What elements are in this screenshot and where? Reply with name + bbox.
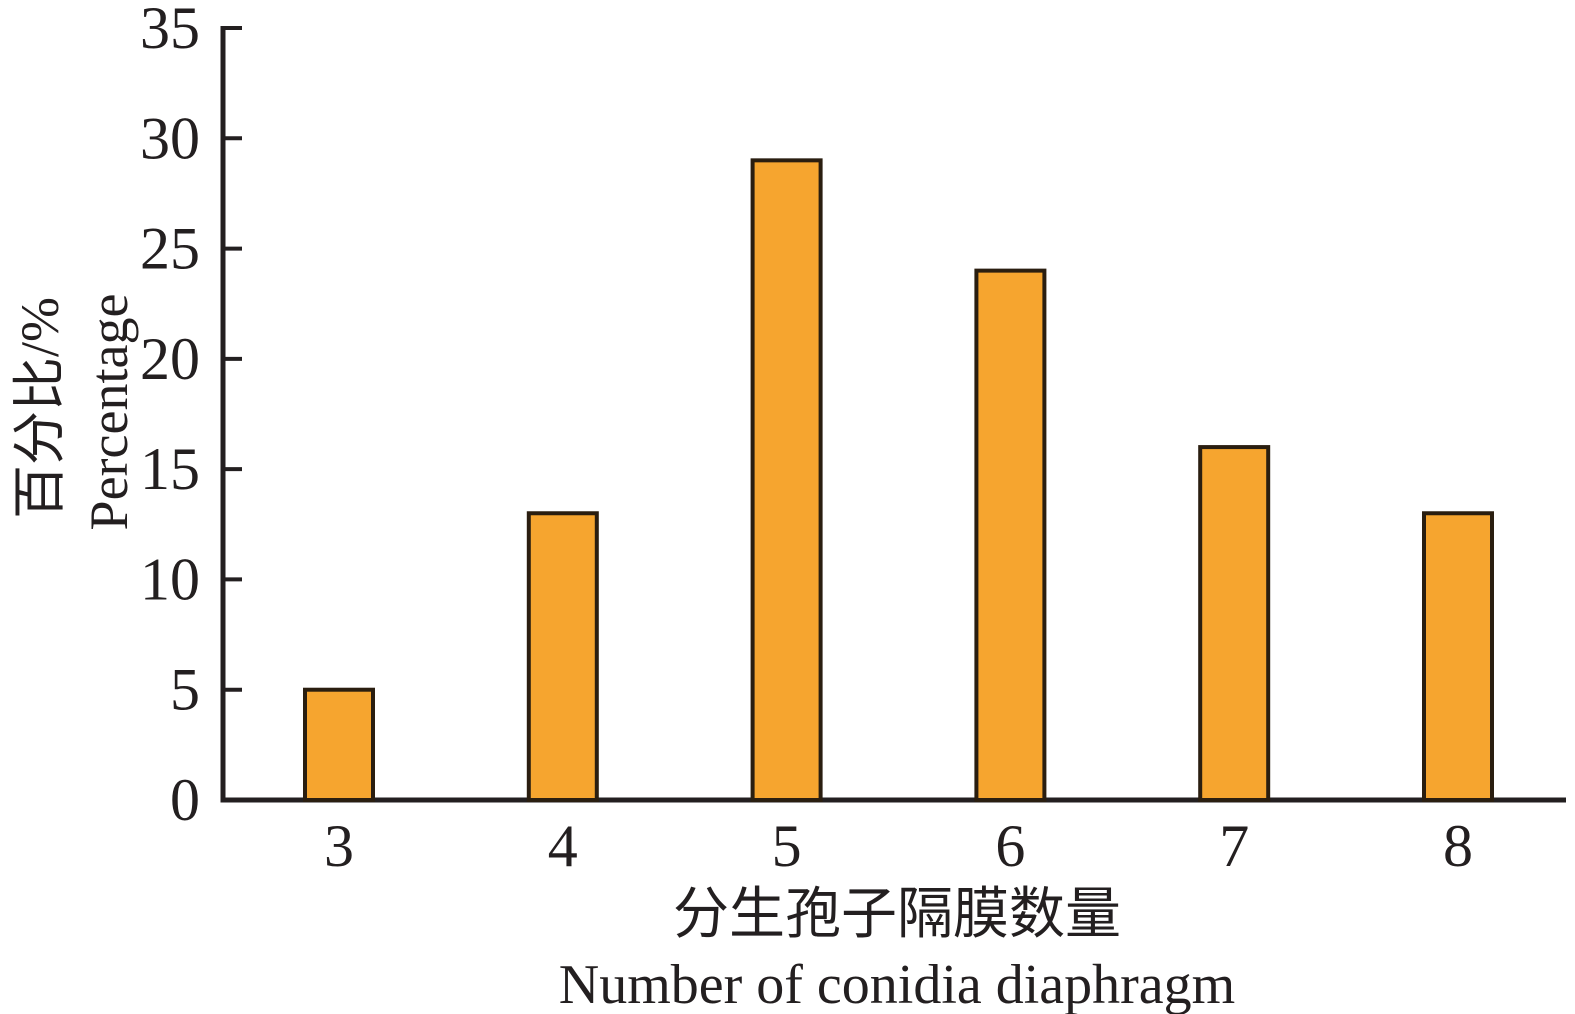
x-tick-label-6: 6 [995, 813, 1025, 879]
y-tick-label-25: 25 [140, 216, 200, 282]
plot-area: 0 5 10 15 20 25 30 35 3 4 5 6 7 8 [140, 0, 1566, 879]
y-tick-label-15: 15 [140, 436, 200, 502]
x-tick-label-5: 5 [772, 813, 802, 879]
y-tick-label-30: 30 [140, 105, 200, 171]
y-axis-title-zh: 百分比/% [10, 297, 70, 519]
y-tick-label-5: 5 [170, 657, 200, 723]
bar-6 [974, 268, 1047, 802]
y-tick-label-20: 20 [140, 326, 200, 392]
bar-5 [750, 158, 823, 803]
x-axis-title-zh: 分生孢子隔膜数量 [673, 884, 1121, 946]
y-tick-label-0: 0 [170, 767, 200, 833]
bar-7 [1198, 445, 1271, 802]
y-axis-title-en: Percentage [79, 294, 139, 531]
bar-4 [526, 511, 599, 802]
y-tick-label-35: 35 [140, 0, 200, 61]
bar-8 [1422, 511, 1494, 802]
x-tick-label-3: 3 [324, 813, 354, 879]
x-tick-label-7: 7 [1219, 813, 1249, 879]
x-tick-label-8: 8 [1443, 813, 1473, 879]
x-axis-title-en: Number of conidia diaphragm [559, 954, 1235, 1014]
x-tick-label-4: 4 [548, 813, 578, 879]
y-tick-label-10: 10 [140, 546, 200, 612]
bar-3 [303, 687, 375, 803]
